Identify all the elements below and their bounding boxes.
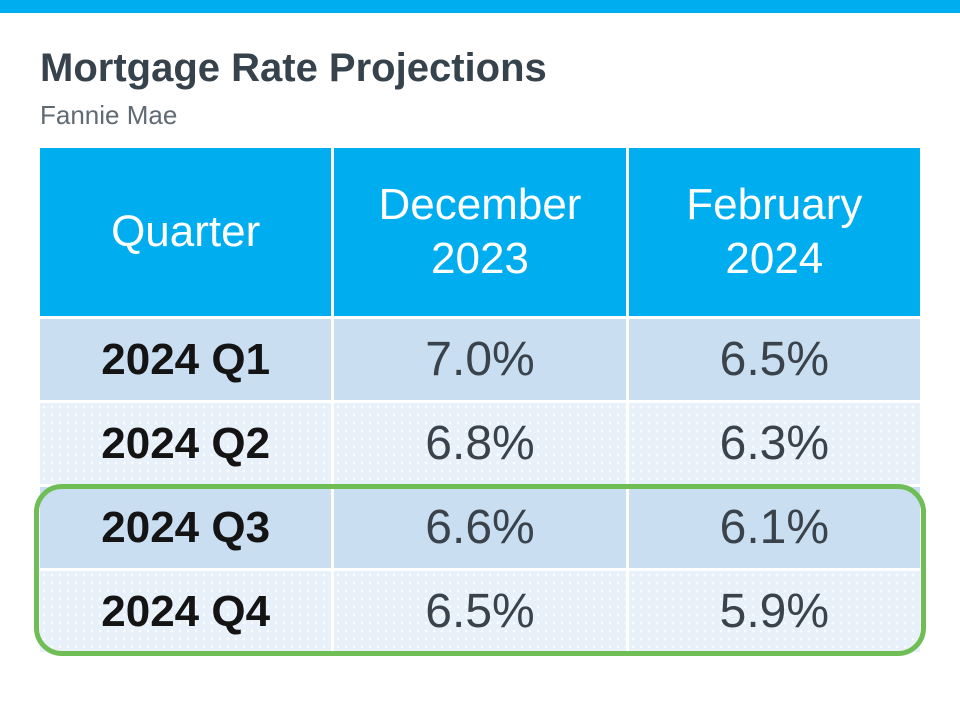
table-cell-q1-feb2024: 6.5% bbox=[628, 319, 920, 400]
table-cell-q4-dec2023: 6.5% bbox=[334, 571, 626, 652]
column-header-february-2024: February 2024 bbox=[628, 148, 920, 316]
table-cell-q3-dec2023: 6.6% bbox=[334, 487, 626, 568]
page-subtitle: Fannie Mae bbox=[40, 100, 178, 130]
column-header-december-2023: December 2023 bbox=[334, 148, 626, 316]
top-accent-bar bbox=[0, 0, 960, 13]
table-cell-q3-label: 2024 Q3 bbox=[40, 487, 332, 568]
table-cell-q1-dec2023: 7.0% bbox=[334, 319, 626, 400]
table-cell-q4-label: 2024 Q4 bbox=[40, 571, 332, 652]
page-title: Mortgage Rate Projections bbox=[40, 46, 547, 90]
table-cell-q2-label: 2024 Q2 bbox=[40, 403, 332, 484]
table-cell-q4-feb2024: 5.9% bbox=[628, 571, 920, 652]
table-cell-q3-feb2024: 6.1% bbox=[628, 487, 920, 568]
column-header-quarter: Quarter bbox=[40, 148, 332, 316]
table-cell-q2-feb2024: 6.3% bbox=[628, 403, 920, 484]
table-cell-q1-label: 2024 Q1 bbox=[40, 319, 332, 400]
table-cell-q2-dec2023: 6.8% bbox=[334, 403, 626, 484]
mortgage-rate-table: Quarter December 2023 February 2024 2024… bbox=[40, 148, 920, 652]
